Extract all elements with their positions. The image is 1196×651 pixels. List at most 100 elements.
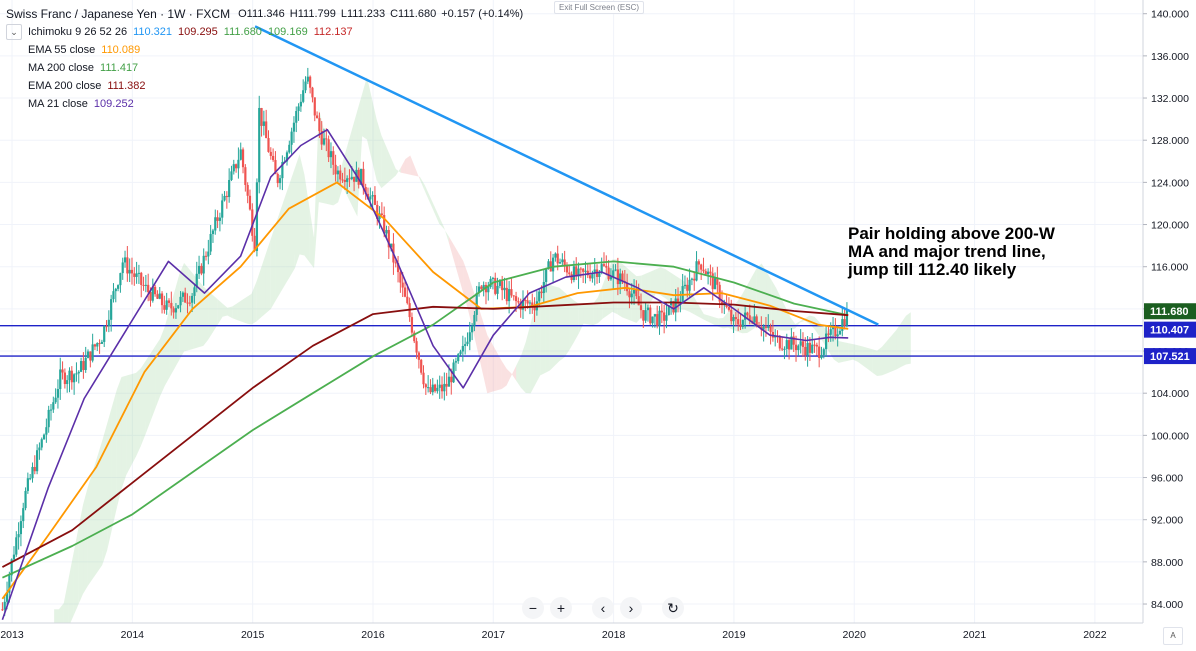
candle-body <box>202 255 205 274</box>
cloud-segment <box>386 146 392 184</box>
indicator-ema55[interactable]: EMA 55 close 110.089 <box>6 41 523 59</box>
candle-body <box>385 229 388 234</box>
cloud-segment <box>886 335 892 374</box>
candle-body <box>646 307 650 311</box>
candle-body <box>142 284 145 286</box>
candle-body <box>505 287 508 302</box>
candle-body <box>154 286 157 295</box>
candle-body <box>672 301 675 313</box>
candle-body <box>632 289 636 294</box>
price-tick-label: 128.000 <box>1151 135 1189 147</box>
open-value: O111.346 <box>238 8 285 20</box>
cloud-segment <box>569 296 574 351</box>
scroll-right-icon[interactable]: › <box>620 597 642 619</box>
ma200-value: 111.417 <box>100 62 139 74</box>
candle-body <box>248 195 252 210</box>
candle-body <box>558 262 562 264</box>
major-trend-line <box>254 25 879 326</box>
candle-body <box>438 384 441 388</box>
cloud-segment <box>212 295 218 333</box>
cloud-segment <box>304 174 310 262</box>
candle-body <box>424 384 427 388</box>
cloud-segment <box>280 196 286 293</box>
candle-body <box>33 466 36 472</box>
candle-body <box>568 272 571 275</box>
candle-body <box>191 295 194 303</box>
candle-body <box>390 243 393 248</box>
candle-body <box>630 293 633 298</box>
exit-fullscreen-button[interactable]: Exit Full Screen (ESC) <box>554 1 645 14</box>
candle-body <box>767 326 770 328</box>
indicator-ichimoku[interactable]: ⌄ Ichimoku 9 26 52 26 110.321 109.295 11… <box>6 23 523 41</box>
symbol-title[interactable]: Swiss Franc / Japanese Yen · 1W · FXCM <box>6 7 231 21</box>
ema55-line <box>1 181 849 600</box>
time-tick-label: 2018 <box>602 629 626 641</box>
cloud-segment <box>641 273 647 318</box>
candle-body <box>531 302 534 308</box>
cloud-segment <box>655 267 661 296</box>
candle-body <box>433 384 437 392</box>
cloud-segment <box>814 316 820 337</box>
auto-scale-button[interactable]: A <box>1163 627 1183 645</box>
candle-body <box>746 312 749 316</box>
time-axis[interactable]: 2013 2014 2015 2016 2017 2018 2019 2020 2021 2022 <box>0 622 1196 651</box>
candle-body <box>172 308 175 313</box>
cloud-segment <box>458 252 464 294</box>
candle-body <box>278 178 282 184</box>
candle-body <box>200 265 203 274</box>
zoom-out-icon[interactable]: − <box>522 597 544 619</box>
cloud-segment <box>751 267 757 330</box>
scroll-left-icon[interactable]: ‹ <box>592 597 614 619</box>
reset-chart-icon[interactable]: ↻ <box>662 597 684 619</box>
candle-body <box>68 370 71 381</box>
candle-body <box>147 284 150 293</box>
candle-body <box>635 289 638 297</box>
candle-body <box>195 273 198 288</box>
candle-body <box>445 383 448 387</box>
candle-body <box>753 316 756 323</box>
trend-line[interactable] <box>254 25 879 326</box>
cloud-segment <box>501 360 507 389</box>
candle-body <box>841 319 844 331</box>
cloud-segment <box>155 338 161 409</box>
candle-body <box>420 359 423 373</box>
candle-body <box>341 179 344 181</box>
horizontal-levels[interactable] <box>0 324 1143 357</box>
time-tick-label: 2022 <box>1083 629 1107 641</box>
time-tick-label: 2019 <box>722 629 746 641</box>
indicator-ma21[interactable]: MA 21 close 109.252 <box>6 95 523 113</box>
candle-body <box>459 351 462 355</box>
candle-body <box>260 107 263 126</box>
cloud-segment <box>395 167 401 176</box>
candle-body <box>454 361 458 363</box>
indicator-ema200[interactable]: EMA 200 close 111.382 <box>6 77 523 95</box>
candle-body <box>332 151 335 165</box>
zoom-in-icon[interactable]: + <box>550 597 572 619</box>
cloud-segment <box>862 346 868 369</box>
candle-body <box>5 592 9 602</box>
candle-body <box>327 139 330 158</box>
cloud-segment <box>87 471 93 586</box>
candle-body <box>3 601 6 610</box>
candle-body <box>17 534 20 538</box>
candle-body <box>216 217 219 221</box>
candle-body <box>401 282 404 288</box>
candle-body <box>103 326 106 342</box>
candle-body <box>387 229 390 248</box>
cloud-segment <box>877 346 882 376</box>
candle-body <box>82 361 85 370</box>
candle-body <box>262 121 265 126</box>
candle-body <box>427 387 430 389</box>
candle-body <box>667 305 670 316</box>
ichimoku-cloud <box>54 76 911 641</box>
price-tag-box <box>1144 321 1196 338</box>
candle-body <box>707 271 710 275</box>
chevron-down-icon[interactable]: ⌄ <box>6 24 22 40</box>
candle-body <box>12 554 16 560</box>
candle-body <box>174 308 178 313</box>
cloud-segment <box>448 236 454 260</box>
indicator-ma200[interactable]: MA 200 close 111.417 <box>6 59 523 77</box>
cloud-segment <box>756 263 762 327</box>
candle-body <box>253 235 256 251</box>
